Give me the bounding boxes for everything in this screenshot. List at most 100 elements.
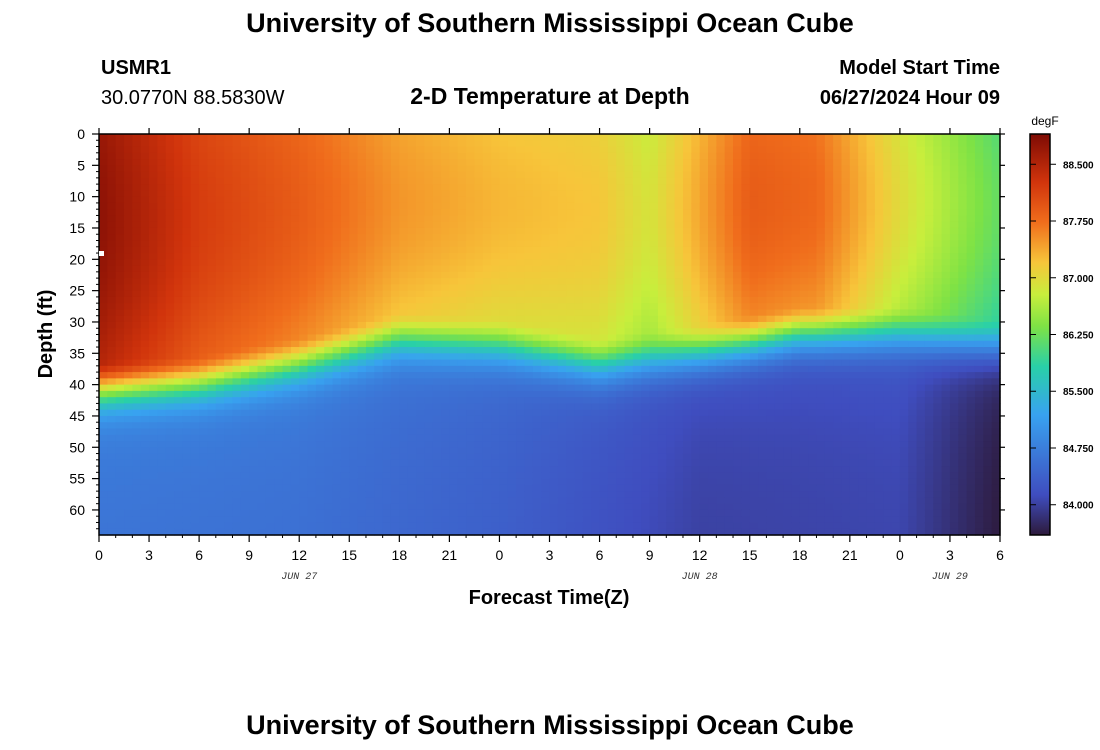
heatmap-cell [541,278,551,285]
heatmap-cell [424,409,434,417]
heatmap-cell [457,209,467,217]
heatmap-cell [124,303,133,311]
heatmap-cell [257,390,267,398]
heatmap-cell [182,315,192,323]
heatmap-cell [215,334,225,342]
heatmap-cell [482,403,492,411]
heatmap-cell [507,447,517,455]
heatmap-cell [99,159,108,166]
heatmap-cell [549,497,559,505]
heatmap-cell [466,384,476,392]
heatmap-cell [224,321,234,329]
heatmap-cell [190,190,200,198]
heatmap-cell [99,209,108,217]
heatmap-cell [466,453,476,461]
heatmap-cell [207,152,217,160]
heatmap-cell [240,434,250,442]
heatmap-cell [566,284,576,292]
heatmap-cell [374,478,384,486]
heatmap-cell [132,234,142,242]
heatmap-cell [357,328,367,336]
heatmap-cell [240,378,250,386]
heatmap-cell [441,209,450,217]
heatmap-cell [482,202,492,210]
heatmap-cell [407,365,417,373]
heatmap-cell [107,403,117,411]
heatmap-cell [666,497,676,505]
heatmap-cell [340,284,350,292]
heatmap-cell [249,390,259,398]
heatmap-cell [441,171,450,179]
heatmap-cell [182,278,192,285]
heatmap-cell [357,134,367,141]
heatmap-cell [432,459,442,467]
heatmap-cell [199,397,209,405]
heatmap-cell [449,503,459,511]
heatmap-cell [674,209,684,217]
heatmap-cell [657,497,667,505]
heatmap-cell [282,484,292,492]
heatmap-cell [733,278,742,285]
heatmap-cell [724,340,734,348]
heatmap-cell [549,184,559,191]
heatmap-cell [649,453,659,461]
heatmap-cell [416,409,425,417]
heatmap-cell [115,159,125,166]
heatmap-cell [249,359,259,367]
heatmap-cell [249,184,259,191]
heatmap-cell [307,259,317,267]
heatmap-cell [174,134,184,141]
heatmap-cell [682,134,692,141]
heatmap-cell [457,484,467,492]
heatmap-cell [482,215,492,223]
heatmap-cell [115,390,125,398]
heatmap-cell [649,265,659,273]
heatmap-cell [215,227,225,235]
heatmap-cell [290,491,300,499]
heatmap-cell [382,503,392,511]
heatmap-cell [482,196,492,204]
heatmap-cell [591,271,601,279]
heatmap-cell [524,447,534,455]
heatmap-cell [632,503,642,511]
heatmap-cell [315,434,325,442]
heatmap-cell [340,528,350,536]
heatmap-cell [290,278,300,285]
heatmap-cell [215,234,225,242]
heatmap-cell [616,528,626,536]
heatmap-cell [566,190,576,198]
heatmap-cell [474,227,484,235]
heatmap-cell [549,271,559,279]
heatmap-cell [190,459,200,467]
heatmap-cell [182,334,192,342]
heatmap-cell [449,134,459,141]
heatmap-cell [566,422,576,430]
heatmap-cell [340,202,350,210]
heatmap-cell [499,196,509,204]
heatmap-cell [340,441,350,448]
heatmap-cell [641,171,651,179]
heatmap-cell [591,134,601,141]
heatmap-cell [324,259,334,267]
heatmap-cell [557,415,567,423]
heatmap-cell [449,453,459,461]
heatmap-cell [199,334,209,342]
heatmap-cell [516,321,526,329]
heatmap-cell [424,246,434,254]
heatmap-cell [599,215,609,223]
heatmap-cell [507,190,517,198]
heatmap-cell [441,165,450,173]
heatmap-cell [682,246,692,254]
heatmap-cell [499,447,509,455]
heatmap-cell [682,403,692,411]
heatmap-cell [716,491,726,499]
heatmap-cell [457,328,467,336]
heatmap-cell [682,140,692,148]
heatmap-cell [199,522,209,530]
heatmap-cell [491,428,501,436]
heatmap-cell [249,227,259,235]
heatmap-cell [607,184,617,191]
heatmap-cell [424,415,434,423]
heatmap-cell [482,347,492,354]
heatmap-cell [491,422,501,430]
